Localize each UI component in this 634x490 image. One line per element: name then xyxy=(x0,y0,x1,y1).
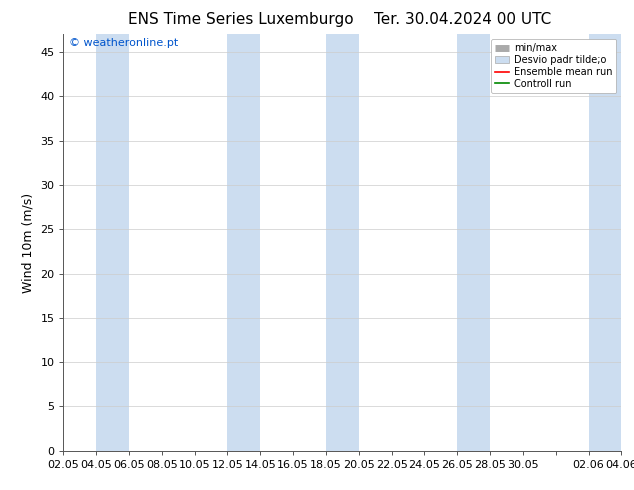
Bar xyxy=(326,34,359,451)
Legend: min/max, Desvio padr tilde;o, Ensemble mean run, Controll run: min/max, Desvio padr tilde;o, Ensemble m… xyxy=(491,39,616,93)
Bar xyxy=(457,34,490,451)
Text: © weatheronline.pt: © weatheronline.pt xyxy=(69,38,178,49)
Bar xyxy=(96,34,129,451)
Bar xyxy=(228,34,261,451)
Bar xyxy=(588,34,621,451)
Y-axis label: Wind 10m (m/s): Wind 10m (m/s) xyxy=(22,193,35,293)
Text: ENS Time Series Luxemburgo: ENS Time Series Luxemburgo xyxy=(128,12,354,27)
Text: Ter. 30.04.2024 00 UTC: Ter. 30.04.2024 00 UTC xyxy=(374,12,552,27)
